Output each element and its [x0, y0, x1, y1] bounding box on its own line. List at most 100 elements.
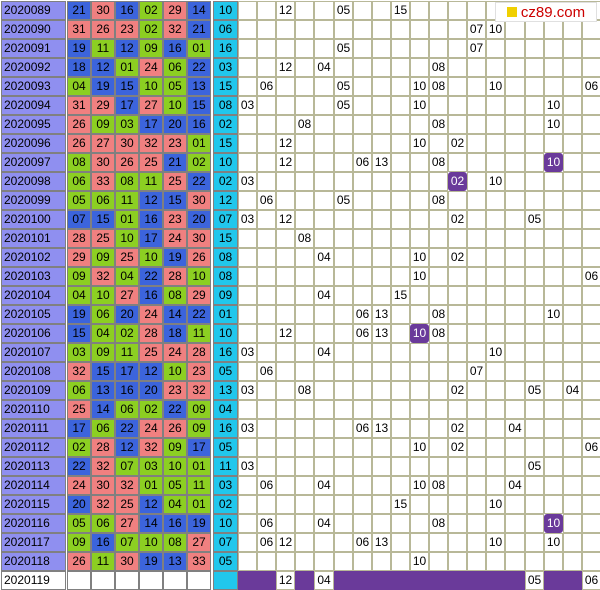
trend-empty-cell	[505, 495, 525, 514]
trend-empty-cell	[563, 438, 582, 457]
trend-empty-cell	[410, 400, 429, 419]
period-cell: 2020091	[1, 39, 66, 58]
red-ball-cell: 22	[187, 172, 211, 191]
trend-empty-cell	[582, 96, 600, 115]
trend-empty-cell	[563, 248, 582, 267]
trend-empty-cell	[410, 229, 429, 248]
trend-empty-cell	[295, 552, 314, 571]
trend-empty-cell	[563, 191, 582, 210]
trend-empty-cell	[525, 362, 544, 381]
trend-empty-cell	[448, 77, 467, 96]
red-ball-cell: 25	[115, 248, 139, 267]
red-ball-cell: 32	[163, 20, 187, 39]
red-ball-cell: 10	[187, 267, 211, 286]
trend-empty-cell	[334, 476, 353, 495]
trend-empty-cell	[582, 191, 600, 210]
trend-empty-cell	[582, 514, 600, 533]
trend-empty-cell	[391, 58, 410, 77]
trend-empty-cell	[582, 39, 600, 58]
trend-empty-cell	[505, 552, 525, 571]
period-cell: 2020116	[1, 514, 66, 533]
trend-empty-cell	[314, 324, 334, 343]
trend-empty-cell	[505, 514, 525, 533]
trend-value-cell: 05	[525, 457, 544, 476]
trend-empty-cell	[238, 191, 257, 210]
red-ball-cell: 14	[187, 1, 211, 20]
trend-empty-cell	[563, 552, 582, 571]
trend-empty-cell	[353, 191, 372, 210]
trend-empty-cell	[334, 115, 353, 134]
trend-empty-cell	[582, 495, 600, 514]
trend-empty-cell	[372, 210, 391, 229]
trend-empty-cell	[334, 248, 353, 267]
period-cell: 2020092	[1, 58, 66, 77]
trend-empty-cell	[448, 286, 467, 305]
trend-empty-cell	[334, 419, 353, 438]
trend-empty-cell	[391, 267, 410, 286]
red-ball-cell: 10	[139, 533, 163, 552]
trend-empty-cell	[505, 115, 525, 134]
trend-empty-cell	[467, 533, 486, 552]
trend-empty-cell	[391, 210, 410, 229]
trend-empty-cell	[372, 438, 391, 457]
trend-value-cell: 06	[257, 533, 276, 552]
trend-empty-cell	[276, 552, 295, 571]
red-ball-cell: 27	[91, 134, 115, 153]
trend-empty-cell	[467, 172, 486, 191]
trend-empty-cell	[486, 400, 505, 419]
period-cell: 2020112	[1, 438, 66, 457]
red-ball-cell: 24	[139, 419, 163, 438]
trend-empty-cell	[563, 571, 582, 590]
trend-value-cell: 10	[544, 305, 563, 324]
trend-value-cell: 06	[582, 438, 600, 457]
trend-value-cell: 05	[334, 39, 353, 58]
red-ball-cell: 11	[187, 476, 211, 495]
trend-empty-cell	[486, 210, 505, 229]
trend-empty-cell	[429, 533, 448, 552]
trend-empty-cell	[525, 533, 544, 552]
trend-value-cell: 04	[314, 476, 334, 495]
red-ball-cell: 19	[91, 77, 115, 96]
blue-ball-cell: 15	[213, 77, 238, 96]
trend-empty-cell	[410, 381, 429, 400]
trend-empty-cell	[314, 96, 334, 115]
trend-empty-cell	[544, 229, 563, 248]
red-ball-cell: 10	[91, 286, 115, 305]
trend-empty-cell	[525, 438, 544, 457]
red-ball-cell: 28	[67, 229, 91, 248]
trend-value-cell: 08	[429, 153, 448, 172]
trend-empty-cell	[525, 514, 544, 533]
trend-empty-cell	[429, 571, 448, 590]
trend-empty-cell	[429, 172, 448, 191]
red-ball-cell: 29	[91, 96, 115, 115]
trend-empty-cell	[563, 39, 582, 58]
trend-empty-cell	[276, 115, 295, 134]
trend-value-cell: 12	[276, 324, 295, 343]
red-ball-cell: 22	[187, 58, 211, 77]
trend-empty-cell	[257, 20, 276, 39]
site-logo[interactable]: cz89.com	[495, 2, 597, 22]
trend-empty-cell	[563, 419, 582, 438]
trend-value-cell: 06	[353, 419, 372, 438]
red-ball-cell: 17	[115, 96, 139, 115]
trend-empty-cell	[429, 229, 448, 248]
trend-empty-cell	[429, 267, 448, 286]
trend-empty-cell	[467, 438, 486, 457]
blue-ball-cell: 09	[213, 286, 238, 305]
trend-value-cell: 12	[276, 210, 295, 229]
trend-empty-cell	[525, 172, 544, 191]
trend-empty-cell	[563, 514, 582, 533]
trend-empty-cell	[544, 210, 563, 229]
period-cell: 2020099	[1, 191, 66, 210]
trend-value-cell: 04	[505, 476, 525, 495]
period-cell: 2020111	[1, 419, 66, 438]
trend-empty-cell	[486, 191, 505, 210]
trend-empty-cell	[314, 495, 334, 514]
red-ball-cell: 16	[163, 39, 187, 58]
trend-empty-cell	[314, 115, 334, 134]
trend-empty-cell	[391, 514, 410, 533]
trend-empty-cell	[257, 134, 276, 153]
trend-empty-cell	[467, 229, 486, 248]
blue-ball-cell: 16	[213, 343, 238, 362]
trend-empty-cell	[334, 305, 353, 324]
